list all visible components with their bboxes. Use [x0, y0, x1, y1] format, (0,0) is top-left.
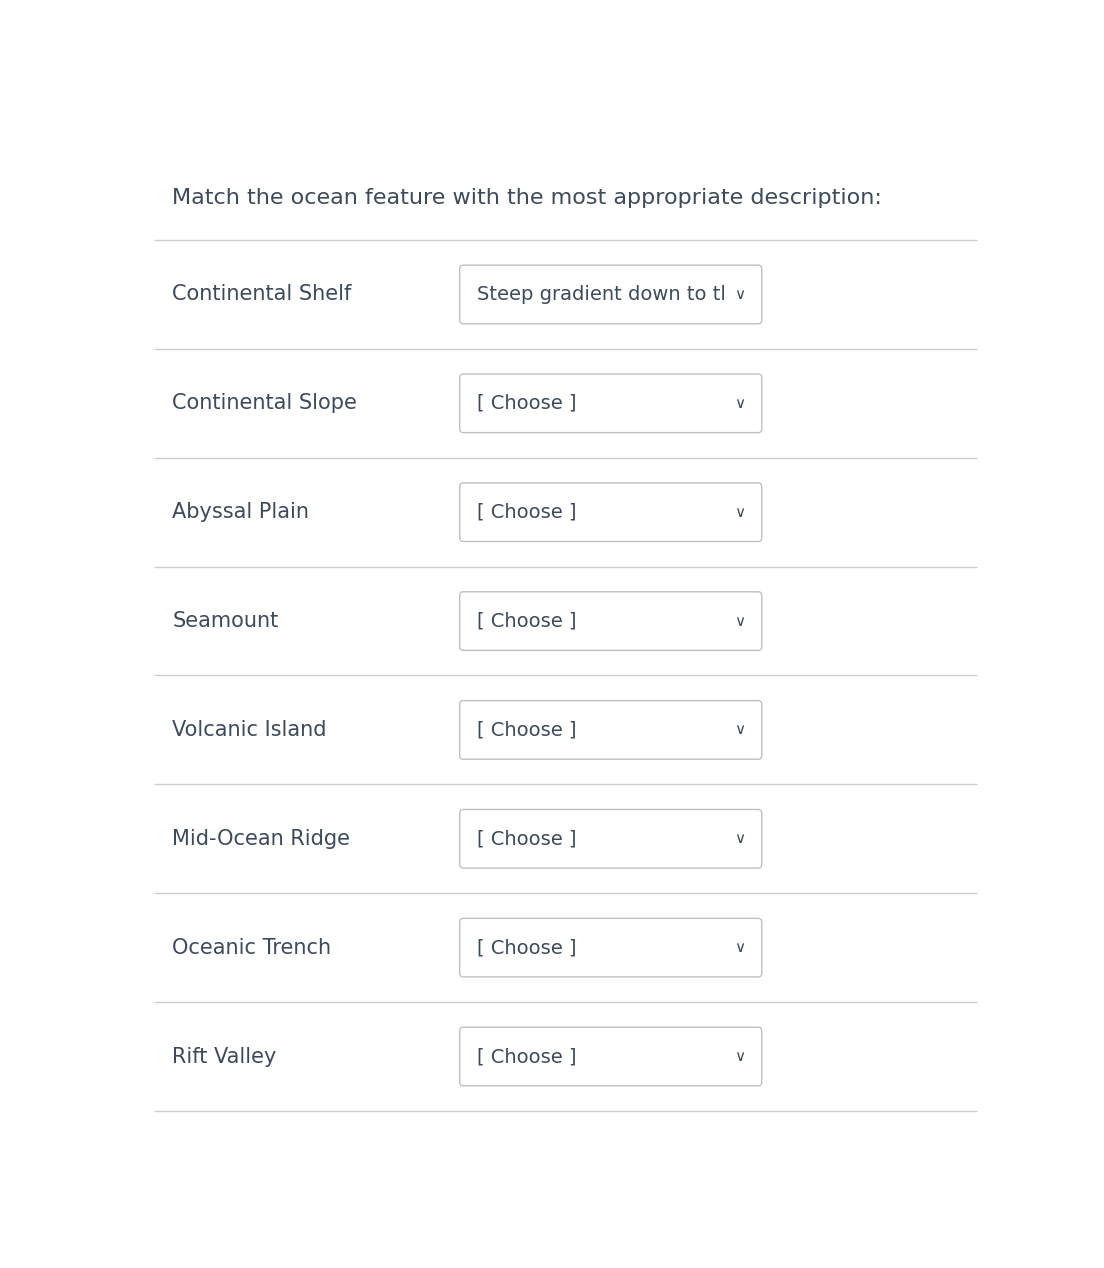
Text: Volcanic Island: Volcanic Island [172, 720, 327, 741]
Text: ∨: ∨ [734, 1049, 745, 1064]
Text: Match the ocean feature with the most appropriate description:: Match the ocean feature with the most ap… [172, 188, 882, 208]
Text: [ Choose ]: [ Choose ] [477, 938, 576, 957]
FancyBboxPatch shape [459, 483, 762, 541]
Text: Seamount: Seamount [172, 611, 278, 631]
Text: ∨: ∨ [734, 287, 745, 302]
Text: ∨: ∨ [734, 614, 745, 629]
Text: ∨: ∨ [734, 396, 745, 411]
FancyBboxPatch shape [459, 265, 762, 323]
Text: Continental Shelf: Continental Shelf [172, 284, 351, 304]
Text: [ Choose ]: [ Choose ] [477, 394, 576, 413]
Text: Mid-Ocean Ridge: Mid-Ocean Ridge [172, 829, 350, 848]
FancyBboxPatch shape [459, 592, 762, 650]
Text: [ Choose ]: [ Choose ] [477, 611, 576, 630]
FancyBboxPatch shape [459, 918, 762, 976]
FancyBboxPatch shape [459, 701, 762, 760]
FancyBboxPatch shape [459, 1027, 762, 1085]
Text: [ Choose ]: [ Choose ] [477, 720, 576, 739]
Text: [ Choose ]: [ Choose ] [477, 502, 576, 521]
Text: Abyssal Plain: Abyssal Plain [172, 502, 309, 522]
Text: Continental Slope: Continental Slope [172, 393, 357, 413]
Text: [ Choose ]: [ Choose ] [477, 829, 576, 848]
Text: [ Choose ]: [ Choose ] [477, 1047, 576, 1066]
Text: ∨: ∨ [734, 832, 745, 846]
FancyBboxPatch shape [459, 809, 762, 869]
Text: ∨: ∨ [734, 723, 745, 738]
FancyBboxPatch shape [459, 374, 762, 432]
Text: ∨: ∨ [734, 940, 745, 955]
Text: Steep gradient down to tl: Steep gradient down to tl [477, 285, 725, 304]
Text: ∨: ∨ [734, 505, 745, 520]
Text: Rift Valley: Rift Valley [172, 1046, 277, 1066]
Text: Oceanic Trench: Oceanic Trench [172, 937, 331, 957]
